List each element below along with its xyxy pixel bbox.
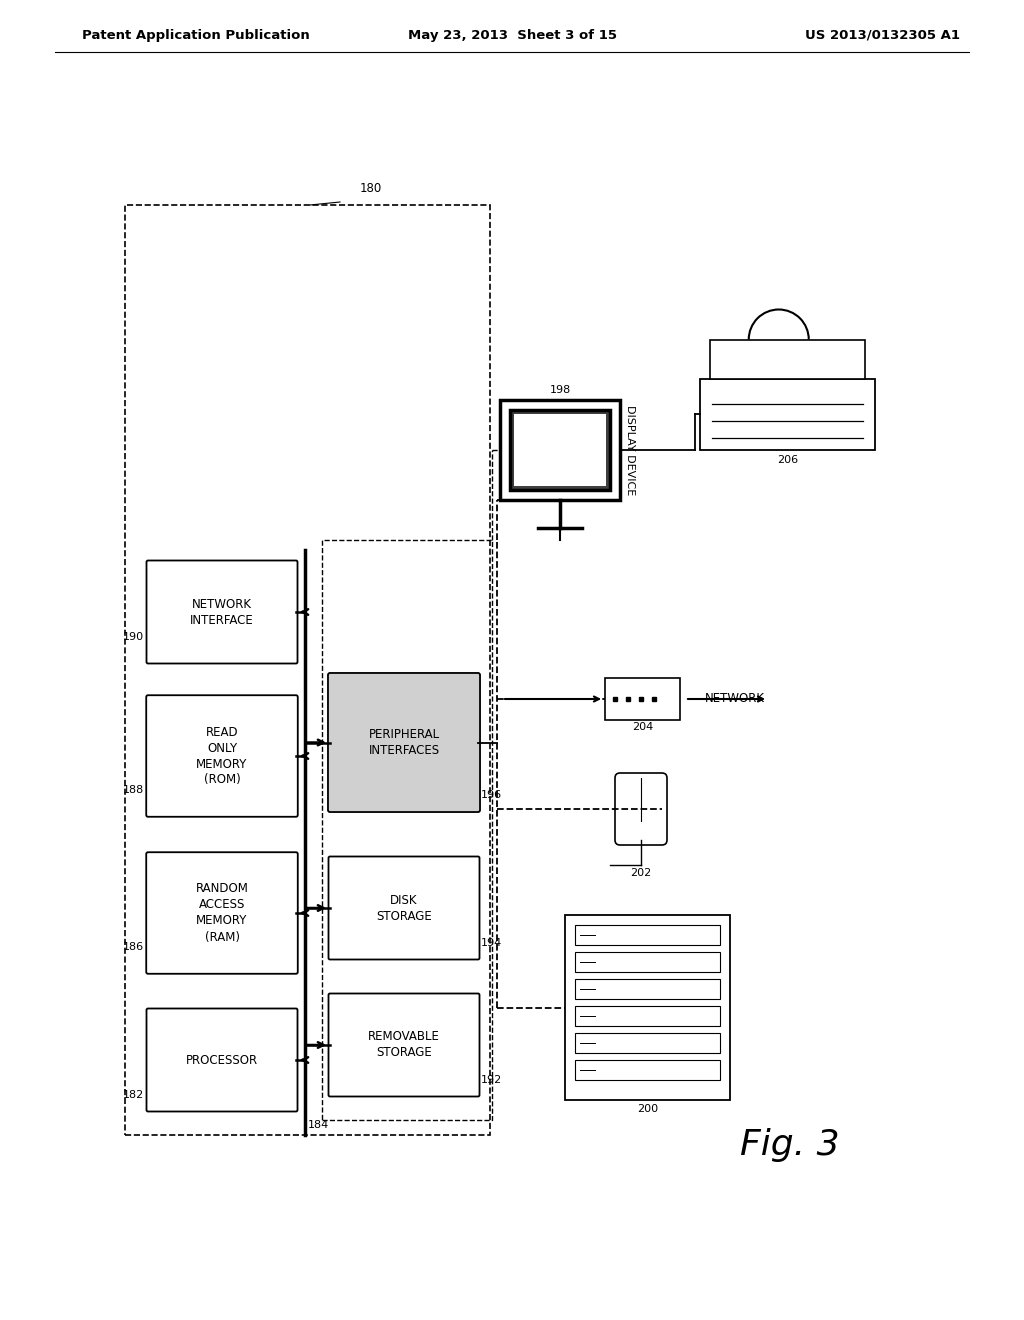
Text: 196: 196 — [481, 789, 502, 800]
Bar — [514, 414, 606, 486]
Text: 184: 184 — [308, 1119, 330, 1130]
Bar — [575, 1034, 720, 1053]
FancyBboxPatch shape — [146, 853, 298, 974]
Bar — [500, 400, 620, 500]
Bar — [565, 915, 730, 1100]
Text: REMOVABLE
STORAGE: REMOVABLE STORAGE — [368, 1031, 440, 1060]
Text: NETWORK: NETWORK — [705, 693, 765, 705]
Text: 188: 188 — [123, 785, 144, 795]
Text: 186: 186 — [123, 942, 144, 952]
Text: PERIPHERAL
INTERFACES: PERIPHERAL INTERFACES — [369, 729, 439, 756]
Text: 198: 198 — [549, 385, 570, 395]
Text: 194: 194 — [481, 939, 502, 948]
Bar — [710, 339, 865, 379]
Text: 192: 192 — [481, 1074, 502, 1085]
Text: READ
ONLY
MEMORY
(ROM): READ ONLY MEMORY (ROM) — [197, 726, 248, 787]
Text: US 2013/0132305 A1: US 2013/0132305 A1 — [805, 29, 961, 41]
Text: 182: 182 — [123, 1090, 144, 1100]
Text: PROCESSOR: PROCESSOR — [186, 1053, 258, 1067]
Text: May 23, 2013  Sheet 3 of 15: May 23, 2013 Sheet 3 of 15 — [408, 29, 616, 41]
FancyBboxPatch shape — [146, 1008, 298, 1111]
Text: Patent Application Publication: Patent Application Publication — [82, 29, 309, 41]
Text: 180: 180 — [360, 182, 382, 195]
FancyBboxPatch shape — [328, 673, 480, 812]
Bar — [605, 678, 680, 719]
Text: RANDOM
ACCESS
MEMORY
(RAM): RANDOM ACCESS MEMORY (RAM) — [196, 883, 249, 944]
FancyBboxPatch shape — [146, 561, 298, 664]
Bar — [322, 540, 492, 1119]
Bar — [575, 1006, 720, 1026]
FancyBboxPatch shape — [146, 696, 298, 817]
Text: 204: 204 — [632, 722, 653, 733]
Text: 190: 190 — [123, 632, 144, 642]
Text: 200: 200 — [637, 1104, 658, 1114]
Bar — [575, 979, 720, 999]
Text: 202: 202 — [631, 869, 651, 878]
Text: DISK
STORAGE: DISK STORAGE — [376, 894, 432, 923]
Bar — [575, 952, 720, 972]
Text: 206: 206 — [777, 455, 798, 465]
Bar — [125, 205, 490, 1135]
Bar — [510, 411, 610, 490]
Bar — [575, 925, 720, 945]
FancyBboxPatch shape — [329, 994, 479, 1097]
Bar — [700, 379, 874, 450]
FancyBboxPatch shape — [329, 857, 479, 960]
Bar — [575, 1060, 720, 1080]
FancyBboxPatch shape — [615, 774, 667, 845]
Text: Fig. 3: Fig. 3 — [740, 1129, 840, 1162]
Text: NETWORK
INTERFACE: NETWORK INTERFACE — [190, 598, 254, 627]
Text: DISPLAY DEVICE: DISPLAY DEVICE — [625, 405, 635, 495]
